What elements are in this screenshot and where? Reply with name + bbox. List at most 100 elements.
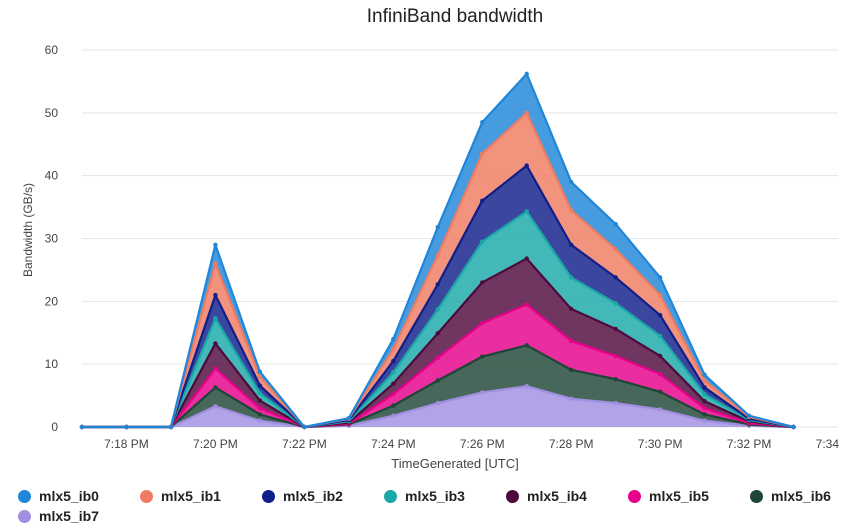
point-mlx5_ib2	[257, 383, 263, 388]
point-mlx5_ib0	[435, 224, 440, 230]
point-mlx5_ib0	[302, 424, 307, 430]
legend-item-mlx5_ib1[interactable]: mlx5_ib1	[140, 488, 221, 504]
point-mlx5_ib6	[435, 378, 440, 383]
legend-item-mlx5_ib0[interactable]: mlx5_ib0	[18, 488, 99, 504]
point-mlx5_ib3	[657, 333, 663, 339]
legend-label: mlx5_ib2	[283, 488, 343, 504]
point-mlx5_ib5	[480, 321, 485, 326]
legend-marker	[750, 489, 763, 503]
point-mlx5_ib3	[391, 370, 396, 375]
legend-item-mlx5_ib3[interactable]: mlx5_ib3	[384, 488, 465, 504]
point-mlx5_ib0	[568, 179, 574, 185]
y-tick-label: 40	[45, 169, 59, 183]
point-mlx5_ib0	[480, 120, 485, 125]
point-mlx5_ib4	[657, 353, 663, 359]
point-mlx5_ib7	[213, 404, 218, 409]
x-tick-label: 7:26 PM	[460, 437, 505, 451]
legend-item-mlx5_ib2[interactable]: mlx5_ib2	[262, 488, 343, 504]
point-mlx5_ib4	[702, 399, 707, 404]
y-tick-label: 60	[45, 43, 59, 57]
legend-marker	[140, 489, 153, 503]
point-mlx5_ib6	[613, 377, 618, 382]
point-mlx5_ib2	[435, 282, 440, 287]
point-mlx5_ib3	[257, 390, 263, 396]
point-mlx5_ib0	[613, 221, 618, 227]
point-mlx5_ib1	[213, 261, 218, 266]
point-mlx5_ib3	[568, 275, 574, 280]
point-mlx5_ib5	[435, 355, 440, 361]
point-mlx5_ib2	[524, 163, 529, 168]
point-mlx5_ib1	[391, 346, 396, 352]
point-mlx5_ib5	[613, 353, 618, 359]
x-tick-label: 7:28 PM	[549, 437, 594, 451]
legend-marker	[628, 489, 641, 503]
legend-label: mlx5_ib1	[161, 488, 221, 504]
point-mlx5_ib6	[257, 412, 263, 417]
point-mlx5_ib2	[613, 275, 618, 280]
stacked-areas	[82, 73, 794, 428]
area-mlx5_ib1	[82, 112, 794, 427]
point-mlx5_ib5	[702, 405, 707, 411]
point-mlx5_ib4	[480, 280, 485, 285]
point-mlx5_ib3	[613, 301, 618, 306]
point-mlx5_ib5	[391, 392, 396, 397]
point-mlx5_ib6	[524, 343, 529, 348]
point-mlx5_ib3	[435, 307, 440, 312]
point-mlx5_ib4	[213, 341, 218, 346]
point-mlx5_ib3	[480, 239, 485, 244]
point-mlx5_ib2	[213, 292, 218, 298]
axes: 0 10 20 30 40 50 60 7:18 PM 7:20 PM 7:22 PM 7:24 P…	[45, 43, 843, 451]
point-mlx5_ib7	[613, 400, 618, 406]
point-mlx5_ib2	[391, 358, 396, 364]
legend-item-mlx5_ib7[interactable]: mlx5_ib7	[18, 508, 99, 523]
point-mlx5_ib6	[657, 389, 663, 395]
legend-marker	[18, 489, 31, 503]
point-mlx5_ib0	[168, 424, 174, 430]
x-axis-label: TimeGenerated [UTC]	[391, 456, 518, 471]
point-mlx5_ib1	[657, 292, 663, 298]
legend-item-mlx5_ib6[interactable]: mlx5_ib6	[750, 488, 831, 504]
y-tick-label: 20	[45, 294, 59, 308]
point-mlx5_ib2	[480, 198, 485, 203]
point-mlx5_ib4	[391, 381, 396, 386]
point-mlx5_ib1	[480, 151, 485, 156]
legend-item-mlx5_ib4[interactable]: mlx5_ib4	[506, 488, 587, 504]
point-mlx5_ib4	[257, 398, 263, 403]
legend-label: mlx5_ib6	[771, 488, 831, 504]
y-tick-label: 10	[45, 357, 59, 371]
point-mlx5_ib2	[568, 242, 574, 247]
legend-marker	[262, 489, 275, 503]
point-mlx5_ib5	[257, 405, 263, 411]
point-mlx5_ib5	[568, 338, 574, 344]
point-mlx5_ib1	[435, 253, 440, 258]
x-tick-label: 7:32 PM	[727, 437, 772, 451]
point-mlx5_ib4	[435, 331, 440, 336]
point-mlx5_ib0	[213, 242, 218, 247]
point-mlx5_ib0	[124, 424, 129, 430]
point-mlx5_ib3	[524, 209, 529, 214]
point-mlx5_ib0	[791, 424, 796, 430]
point-mlx5_ib7	[480, 390, 485, 395]
x-tick-label: 7:30 PM	[638, 437, 683, 451]
point-mlx5_ib1	[568, 208, 574, 213]
point-mlx5_ib0	[346, 416, 352, 421]
point-mlx5_ib7	[391, 413, 396, 418]
point-mlx5_ib6	[568, 367, 574, 373]
point-mlx5_ib4	[524, 256, 529, 261]
point-mlx5_ib0	[657, 275, 663, 280]
chart-title: InfiniBand bandwidth	[367, 6, 543, 27]
x-tick-label: 7:18 PM	[104, 437, 149, 451]
point-mlx5_ib7	[657, 407, 663, 412]
legend-item-mlx5_ib5[interactable]: mlx5_ib5	[628, 488, 709, 504]
point-mlx5_ib7	[702, 418, 707, 423]
legend-label: mlx5_ib4	[527, 488, 587, 504]
point-mlx5_ib6	[480, 354, 485, 359]
x-tick-label: 7:34 PM	[816, 437, 843, 451]
point-mlx5_ib5	[213, 366, 218, 371]
legend-marker	[18, 509, 31, 523]
point-mlx5_ib6	[702, 412, 707, 417]
legend-label: mlx5_ib3	[405, 488, 465, 504]
area-mlx5_ib6	[82, 345, 794, 427]
